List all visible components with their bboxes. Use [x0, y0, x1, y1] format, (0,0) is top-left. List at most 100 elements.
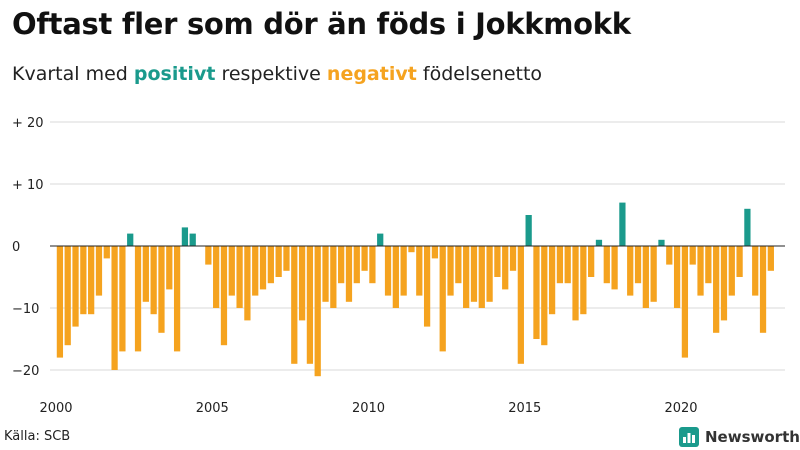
bar	[205, 246, 212, 265]
source-note: Källa: SCB	[4, 429, 71, 444]
bar	[548, 246, 556, 315]
bar	[533, 246, 540, 339]
bar	[463, 246, 470, 308]
bar	[681, 246, 689, 358]
bar	[64, 246, 71, 346]
bar	[642, 246, 649, 308]
bar	[353, 246, 360, 284]
bar	[72, 246, 79, 327]
x-tick-label: 2005	[196, 401, 229, 416]
grid-lines	[50, 121, 785, 371]
bar	[720, 246, 728, 321]
bar	[556, 246, 564, 284]
x-tick-label: 2020	[664, 401, 697, 416]
y-tick-label: + 20	[12, 116, 44, 131]
subtitle-middle: respektive	[221, 63, 321, 85]
bar	[119, 246, 126, 352]
bar	[634, 246, 642, 284]
bar	[236, 246, 243, 308]
bar	[705, 246, 712, 284]
subtitle-positive-label: positivt	[133, 63, 216, 85]
subtitle-negative-label: negativt	[326, 63, 417, 85]
bar	[447, 246, 454, 296]
bar	[220, 246, 228, 346]
bar	[603, 246, 610, 284]
bar	[213, 246, 220, 308]
bar	[502, 246, 509, 290]
bar	[752, 246, 759, 296]
bar	[244, 246, 251, 321]
bar	[361, 246, 368, 271]
bar	[384, 246, 392, 296]
bar	[619, 202, 626, 246]
y-tick-label: −20	[12, 364, 39, 379]
bar	[666, 246, 673, 265]
bar	[345, 246, 353, 302]
bar	[767, 246, 774, 271]
bar	[416, 246, 423, 296]
bar	[291, 246, 298, 364]
bar	[314, 246, 321, 377]
bar	[283, 246, 290, 271]
bar	[611, 246, 618, 290]
bar	[228, 246, 235, 296]
bars	[56, 202, 774, 377]
bar	[400, 246, 407, 296]
subtitle-prefix: Kvartal med	[12, 63, 128, 85]
bar	[650, 246, 657, 302]
bar	[486, 246, 493, 302]
bar	[377, 233, 384, 246]
bar	[88, 246, 95, 315]
bar	[509, 246, 517, 271]
bar	[423, 246, 431, 327]
bar	[439, 246, 446, 352]
bar	[150, 246, 157, 315]
bar	[298, 246, 306, 321]
bar	[517, 246, 524, 364]
newsworthy-chart-icon	[679, 427, 699, 447]
x-tick-label: 2010	[352, 401, 385, 416]
bar	[166, 246, 173, 290]
chart-subtitle: Kvartal med positivt respektive negativt…	[12, 60, 542, 88]
bar	[189, 233, 196, 246]
bar	[322, 246, 329, 302]
bar	[134, 246, 142, 352]
bar	[275, 246, 282, 277]
bar	[595, 239, 603, 246]
bar	[111, 246, 118, 370]
bar	[252, 246, 259, 296]
brand-name: Newsworthy	[705, 428, 800, 446]
bar	[181, 227, 189, 246]
bar	[142, 246, 149, 302]
bar	[580, 246, 587, 315]
bar	[744, 208, 751, 246]
x-tick-label: 2015	[508, 401, 541, 416]
bar	[127, 233, 134, 246]
bar	[478, 246, 485, 308]
bar	[173, 246, 181, 352]
bar	[56, 246, 64, 358]
bar	[588, 246, 595, 277]
x-axis-labels: 2000 2005 2010 2015 2020	[39, 401, 697, 416]
bar	[95, 246, 103, 296]
bar	[259, 246, 267, 290]
bar	[306, 246, 314, 364]
y-tick-label: 0	[12, 240, 20, 255]
bar	[673, 246, 681, 308]
bar	[627, 246, 634, 296]
subtitle-suffix: födelsenetto	[422, 63, 543, 85]
bar	[736, 246, 743, 277]
bar	[392, 246, 399, 308]
bar	[713, 246, 720, 333]
bar	[267, 246, 274, 284]
bar	[470, 246, 478, 302]
bar	[541, 246, 548, 346]
bar	[103, 246, 110, 259]
bar	[564, 246, 571, 284]
bar	[80, 246, 87, 315]
newsworthy-brand: Newsworthy	[678, 426, 800, 448]
bar	[431, 246, 439, 259]
bar	[338, 246, 345, 284]
bar	[408, 246, 415, 253]
